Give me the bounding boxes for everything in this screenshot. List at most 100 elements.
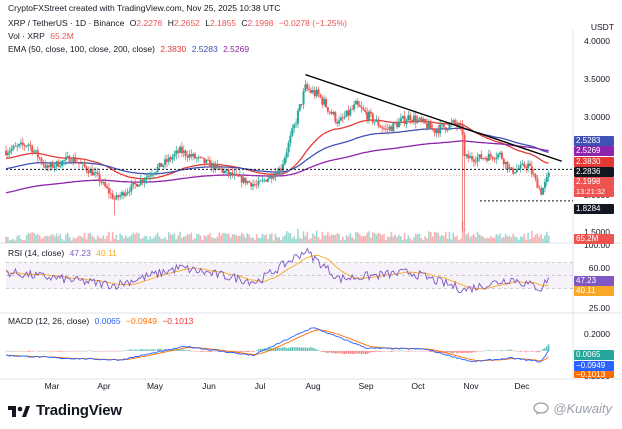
volume-bar <box>360 236 363 243</box>
macd-histogram-bar <box>89 350 91 352</box>
candle-body <box>160 162 163 167</box>
macd-histogram-bar <box>119 350 121 352</box>
candle-body <box>491 156 494 159</box>
candle-body <box>238 175 241 177</box>
resistance-badge: 2.2836 <box>574 167 614 177</box>
macd-histogram-bar <box>214 350 217 352</box>
macd-histogram-bar <box>233 350 235 352</box>
volume-bar <box>7 237 9 243</box>
candle-body <box>91 169 94 176</box>
candle-body <box>149 175 152 177</box>
candle-body <box>353 104 356 110</box>
volume-bar <box>138 233 140 243</box>
volume-bar <box>154 235 157 243</box>
macd-histogram-bar <box>138 349 140 351</box>
volume-bar <box>388 236 391 243</box>
volume-bar <box>362 235 365 243</box>
candle-body <box>18 144 21 146</box>
macd-histogram-bar <box>413 350 415 352</box>
volume-bar <box>409 238 411 243</box>
tradingview-logo[interactable]: TradingView <box>8 402 122 419</box>
volume-bar <box>55 233 58 243</box>
candle-body <box>510 167 513 169</box>
rsi-legend[interactable]: RSI (14, close) 47.23 40.11 <box>8 248 120 259</box>
macd-histogram-bar <box>50 350 52 352</box>
candle-body <box>184 150 187 156</box>
volume-bar <box>233 234 236 243</box>
macd-histogram-bar <box>405 350 408 352</box>
candle-body <box>89 169 92 174</box>
candle-body <box>81 162 84 164</box>
volume-bar <box>207 234 209 243</box>
macd-histogram-bar <box>497 350 499 351</box>
candle-body <box>259 180 262 182</box>
candle-body <box>457 124 460 127</box>
macd-histogram-bar <box>501 349 503 351</box>
volume-bar <box>10 239 13 243</box>
candle-body <box>525 167 528 169</box>
candle-body <box>506 161 509 170</box>
macd-histogram-bar <box>523 350 526 352</box>
volume-bar <box>323 235 325 243</box>
ema-legend[interactable]: EMA (50, close, 100, close, 200, close) … <box>8 44 252 55</box>
volume-bar <box>375 234 378 243</box>
candle-body <box>207 159 210 161</box>
candle-body <box>493 158 496 160</box>
macd-histogram-bar <box>244 350 247 352</box>
ema50-value: 2.3830 <box>160 44 187 54</box>
candle-body <box>147 175 150 178</box>
macd-histogram-bar <box>448 350 451 353</box>
volume-bar <box>244 237 247 243</box>
macd-histogram-bar <box>196 350 198 352</box>
volume-bar <box>104 238 106 243</box>
volume-legend[interactable]: Vol · XRP 65.2M <box>8 31 77 42</box>
macd-histogram-bar <box>123 350 125 351</box>
volume-bar <box>216 236 219 243</box>
macd-histogram-bar <box>254 350 256 352</box>
volume-bar <box>175 239 178 243</box>
macd-histogram-bar <box>358 350 361 354</box>
candle-body <box>285 152 288 158</box>
macd-histogram-bar <box>474 350 477 353</box>
macd-histogram-bar <box>121 350 123 352</box>
volume-bar <box>209 233 211 243</box>
macd-histogram-bar <box>452 350 454 354</box>
macd-histogram-bar <box>104 350 106 352</box>
volume-bar <box>72 237 75 243</box>
macd-histogram-bar <box>342 350 344 354</box>
volume-bar <box>349 232 352 243</box>
volume-bar <box>480 235 483 243</box>
candle-body <box>321 97 324 105</box>
macd-histogram-bar <box>463 350 466 353</box>
macd-histogram-bar <box>134 349 136 351</box>
candle-body <box>92 172 95 176</box>
macd-histogram-bar <box>518 350 520 352</box>
macd-legend[interactable]: MACD (12, 26, close) 0.0065 −0.0949 −0.1… <box>8 316 196 327</box>
volume-bar <box>48 236 50 243</box>
macd-histogram-bar <box>334 350 337 354</box>
volume-bar <box>70 240 73 243</box>
candle-body <box>171 156 174 160</box>
candle-body <box>295 123 298 125</box>
macd-histogram-bar <box>280 347 282 351</box>
macd-histogram-bar <box>151 349 153 351</box>
x-tick-apr: Apr <box>97 381 111 391</box>
macd-histogram-bar <box>383 350 385 352</box>
volume-bar <box>401 239 404 243</box>
macd-histogram-bar <box>70 350 73 352</box>
symbol-legend[interactable]: XRP / TetherUS · 1D · Binance O2.2276 H2… <box>8 18 350 29</box>
candle-body <box>257 180 260 185</box>
volume-bar <box>192 239 194 243</box>
candle-body <box>485 158 488 161</box>
candle-body <box>87 170 90 174</box>
volume-bar <box>278 237 281 243</box>
ema100-value: 2.5283 <box>191 44 218 54</box>
volume-bar <box>426 238 428 243</box>
macd-histogram-bar <box>310 347 312 351</box>
macd-histogram-bar <box>153 349 155 351</box>
candle-body <box>302 91 305 105</box>
volume-bar <box>184 236 187 243</box>
countdown-badge: 13:21:32 <box>574 187 614 197</box>
candle-body <box>55 161 58 167</box>
x-tick-oct: Oct <box>411 381 425 391</box>
